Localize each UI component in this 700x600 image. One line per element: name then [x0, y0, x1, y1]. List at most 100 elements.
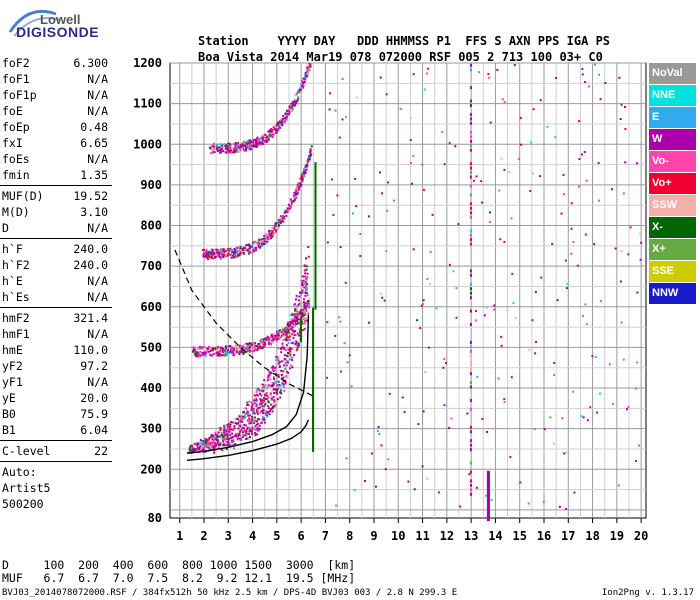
echo-point: [260, 238, 263, 241]
x-mode-point: [314, 233, 317, 237]
echo-point: [265, 338, 268, 341]
echo-point: [198, 444, 201, 447]
echo-point: [273, 366, 276, 369]
echo-point: [221, 350, 224, 353]
param-row-fmin: fmin 1.35: [0, 167, 112, 183]
echo-point: [294, 334, 297, 337]
echo-point: [251, 245, 254, 248]
echo-point: [208, 255, 211, 258]
echo-point: [273, 335, 276, 338]
echo-point: [282, 383, 285, 386]
echo-point: [304, 78, 307, 81]
echo-point: [309, 156, 312, 159]
x-mode-point: [314, 295, 317, 299]
noise-point: [619, 280, 622, 283]
echo-point: [211, 443, 214, 446]
echo-point: [223, 433, 226, 436]
echo-point: [238, 151, 241, 154]
echo-point: [250, 432, 253, 435]
echo-point: [273, 337, 276, 340]
echo-point: [251, 404, 254, 407]
echo-point: [258, 140, 261, 143]
echo-point: [251, 407, 254, 410]
echo-point: [299, 312, 302, 315]
echo-point: [283, 357, 286, 360]
echo-point: [201, 441, 204, 444]
echo-point: [229, 423, 232, 426]
echo-point: [272, 133, 275, 136]
interference-point: [469, 175, 472, 179]
echo-point: [274, 381, 277, 384]
echo-point: [242, 246, 245, 249]
echo-point: [238, 351, 241, 354]
echo-point: [205, 248, 208, 251]
hdr-label-pps: PPS: [537, 34, 560, 48]
echo-point: [232, 436, 235, 439]
echo-point: [293, 191, 296, 194]
echo-point: [206, 349, 209, 352]
noise-point: [480, 180, 483, 183]
x-mode-point: [299, 327, 302, 331]
noise-point: [517, 157, 520, 160]
x-mode-point: [312, 434, 315, 438]
x-mode-point: [299, 324, 302, 328]
echo-point: [203, 255, 206, 258]
interference-point: [469, 63, 472, 67]
x-mode-point: [314, 243, 317, 247]
noise-point: [627, 253, 630, 256]
echo-point: [256, 242, 259, 245]
noise-point: [563, 452, 566, 455]
echo-point: [292, 342, 295, 345]
echo-point: [277, 362, 280, 365]
x-mode-point: [312, 340, 315, 344]
param-value: 22: [94, 444, 108, 458]
echo-point: [224, 147, 227, 150]
noise-point: [604, 81, 607, 84]
echo-point: [246, 142, 249, 145]
echo-point: [208, 436, 211, 439]
noise-point: [355, 205, 358, 208]
echo-point: [265, 398, 268, 401]
echo-point: [225, 430, 228, 433]
interference-point: [486, 508, 490, 512]
echo-point: [254, 138, 257, 141]
echo-point: [256, 420, 259, 423]
echo-point: [248, 400, 251, 403]
x-mode-point: [314, 199, 317, 203]
echo-point: [246, 412, 249, 415]
noise-point: [335, 504, 338, 507]
interference-point: [469, 296, 472, 300]
echo-point: [269, 372, 272, 375]
echo-point: [239, 345, 242, 348]
param-row-fof1p: foF1p N/A: [0, 87, 112, 103]
echo-point: [304, 74, 307, 77]
noise-point: [344, 281, 347, 284]
echo-point: [199, 347, 202, 350]
echo-point: [239, 424, 242, 427]
interference-point: [486, 493, 490, 497]
echo-point: [300, 83, 303, 86]
echo-point: [253, 138, 256, 141]
echo-point: [280, 390, 283, 393]
echo-point: [225, 440, 228, 443]
param-name: C-level: [2, 444, 51, 458]
echo-point: [292, 312, 295, 315]
echo-point: [203, 248, 206, 251]
echo-point: [307, 304, 310, 307]
echo-point: [232, 428, 235, 431]
noise-point: [577, 185, 580, 188]
echo-point: [252, 410, 255, 413]
echo-point: [293, 198, 296, 201]
echo-point: [237, 254, 240, 257]
noise-point: [535, 341, 538, 344]
echo-point: [213, 142, 216, 145]
x-mode-point: [312, 338, 315, 342]
echo-point: [304, 287, 307, 290]
echo-point: [194, 352, 197, 355]
echo-point: [236, 247, 239, 250]
echo-point: [237, 419, 240, 422]
echo-trace-2f2: [192, 297, 311, 358]
noise-point: [551, 243, 554, 246]
noise-point: [407, 480, 410, 483]
echo-point: [284, 349, 287, 352]
